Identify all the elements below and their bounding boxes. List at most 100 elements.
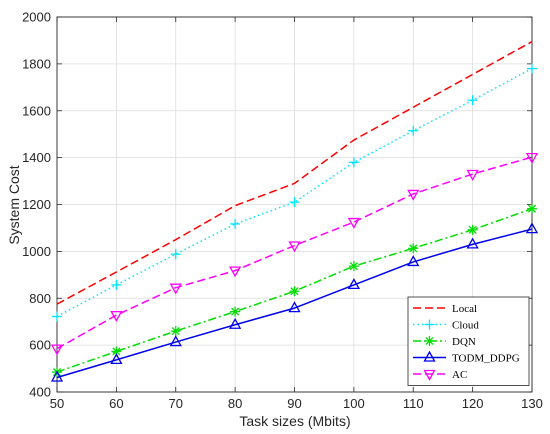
data-point — [288, 241, 301, 253]
data-point — [466, 237, 479, 249]
legend-label: DQN — [452, 336, 476, 348]
x-tick-label: 110 — [403, 396, 424, 411]
triangle-down-marker — [525, 153, 539, 164]
series-todm-ddpg — [50, 222, 539, 382]
asterisk-marker — [408, 243, 419, 254]
plus-marker — [408, 125, 419, 136]
triangle-down-marker — [347, 217, 360, 229]
y-axis-label: System Cost — [6, 165, 22, 244]
plus-marker — [111, 279, 122, 290]
data-point — [229, 266, 242, 278]
plus-marker — [52, 311, 62, 322]
legend-label: TODM_DDPG — [452, 353, 520, 365]
y-tick-label: 400 — [29, 385, 51, 400]
triangle-down-marker — [407, 189, 420, 201]
legend-item: Local — [413, 303, 477, 315]
data-point — [408, 125, 419, 136]
tick-labels: 50 60 70 80 90 100 110 120 130 400 600 800 1000 1200 1… — [22, 10, 543, 412]
data-point — [288, 301, 301, 313]
data-point — [230, 218, 241, 229]
triangle-down-marker — [169, 283, 182, 295]
y-tick-label: 1600 — [22, 103, 51, 118]
data-point — [289, 286, 300, 297]
data-point — [170, 326, 181, 337]
triangle-down-marker — [50, 344, 64, 356]
x-axis-label: Task sizes (Mbits) — [239, 413, 350, 429]
data-point — [525, 153, 539, 164]
series-line — [56, 40, 533, 305]
series-group — [50, 40, 539, 382]
data-point — [467, 224, 478, 235]
plus-marker — [289, 197, 300, 208]
triangle-up-marker — [288, 301, 301, 313]
data-point — [347, 278, 360, 290]
data-point — [407, 255, 420, 267]
triangle-down-marker — [466, 169, 479, 181]
legend-item: Cloud — [413, 319, 479, 332]
data-point — [408, 243, 419, 254]
plus-marker — [230, 218, 241, 229]
data-point — [289, 197, 300, 208]
data-point — [110, 310, 123, 322]
plus-marker — [424, 319, 435, 330]
data-point — [111, 346, 122, 357]
series-line — [56, 228, 533, 379]
data-point — [50, 344, 64, 356]
plus-marker — [170, 249, 181, 260]
data-point — [52, 311, 62, 322]
triangle-up-marker — [169, 335, 182, 347]
triangle-down-marker — [288, 241, 301, 253]
plus-marker — [348, 157, 359, 168]
data-point — [348, 261, 359, 272]
series-ac — [50, 153, 539, 356]
series-line — [56, 156, 533, 350]
x-tick-label: 130 — [521, 396, 543, 411]
triangle-up-marker — [407, 255, 420, 267]
x-tick-label: 80 — [228, 396, 242, 411]
legend-item: TODM_DDPG — [413, 350, 520, 365]
triangle-down-marker — [110, 310, 123, 322]
data-point — [169, 335, 182, 347]
data-point — [527, 203, 537, 214]
data-point — [169, 283, 182, 295]
data-point — [348, 157, 359, 168]
data-point — [111, 279, 122, 290]
data-point — [110, 353, 123, 365]
triangle-up-marker — [466, 237, 479, 249]
y-tick-label: 1800 — [22, 56, 51, 71]
y-tick-label: 1200 — [22, 197, 51, 212]
triangle-up-marker — [423, 350, 436, 362]
asterisk-marker — [111, 346, 122, 357]
data-point — [466, 169, 479, 181]
data-point — [347, 217, 360, 229]
y-tick-label: 1400 — [22, 150, 51, 165]
data-point — [407, 189, 420, 201]
plus-marker — [467, 95, 478, 106]
y-tick-label: 600 — [29, 338, 51, 353]
asterisk-marker — [170, 326, 181, 337]
data-point — [50, 370, 64, 382]
legend-label: Local — [452, 303, 477, 315]
triangle-down-marker — [423, 369, 436, 381]
y-tick-label: 800 — [29, 291, 51, 306]
series-line — [56, 208, 533, 373]
triangle-up-marker — [110, 353, 123, 365]
y-tick-label: 2000 — [22, 10, 51, 25]
triangle-up-marker — [50, 370, 64, 382]
data-point — [230, 306, 241, 317]
x-tick-label: 50 — [50, 396, 64, 411]
triangle-down-marker — [229, 266, 242, 278]
x-tick-label: 90 — [287, 396, 301, 411]
legend-label: AC — [452, 369, 467, 381]
x-tick-label: 60 — [109, 396, 123, 411]
triangle-up-marker — [229, 317, 242, 329]
x-tick-label: 70 — [169, 396, 183, 411]
x-tick-label: 120 — [462, 396, 484, 411]
asterisk-marker — [424, 336, 435, 346]
asterisk-marker — [467, 224, 478, 235]
data-point — [229, 317, 242, 329]
asterisk-marker — [527, 203, 537, 214]
series-dqn — [52, 203, 537, 378]
x-tick-label: 100 — [343, 396, 365, 411]
